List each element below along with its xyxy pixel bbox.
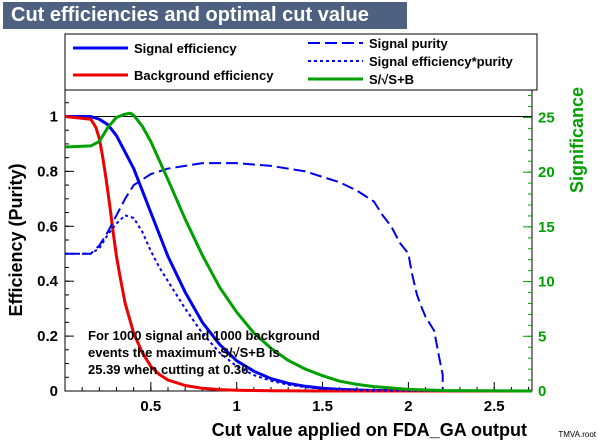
annotation-line-2: 25.39 when cutting at 0.36 (88, 362, 248, 377)
y-right-tick-label: 10 (538, 274, 555, 291)
footer-label: TMVA.root (558, 430, 596, 439)
series-line-1 (64, 115, 532, 393)
x-tick-label: 1 (233, 398, 241, 415)
x-tick-label: 2 (404, 398, 412, 415)
x-tick-label: 2.5 (484, 398, 505, 415)
series-line-4 (64, 111, 533, 393)
y-right-tick-label: 5 (538, 328, 546, 345)
annotation-line-0: For 1000 signal and 1000 background (88, 328, 320, 343)
annotation-line-1: events the maximum S/√S+B is (88, 345, 280, 360)
legend-label-1: Background efficiency (134, 68, 274, 83)
series-line-3 (65, 214, 532, 392)
x-axis-title: Cut value applied on FDA_GA output (212, 420, 527, 440)
y-axis-title: Efficiency (Purity) (6, 163, 26, 316)
annotation: For 1000 signal and 1000 background event… (88, 328, 320, 377)
legend-label-2: Signal purity (369, 36, 449, 51)
y-tick-label: 0.2 (37, 328, 58, 345)
legend-label-3: Signal efficiency*purity (369, 54, 514, 69)
chart-title: Cut efficiencies and optimal cut value (3, 2, 407, 29)
legend-label-0: Signal efficiency (134, 41, 237, 56)
y-right-tick-label: 20 (538, 164, 555, 181)
y-tick-label: 0 (50, 383, 58, 400)
y-right-tick-label: 25 (538, 109, 555, 126)
x-tick-label: 0.5 (140, 398, 161, 415)
y-right-tick-label: 15 (538, 219, 555, 236)
legend-label-4: S/√S+B (369, 72, 414, 87)
y-tick-label: 0.8 (37, 163, 58, 180)
legend: Signal efficiency Background efficiency Si… (64, 33, 538, 91)
x-tick-label: 1.5 (312, 398, 333, 415)
y-tick-label: 0.4 (37, 273, 59, 290)
series-line-2 (65, 162, 444, 391)
y-right-tick-label: 0 (538, 383, 546, 400)
y-tick-label: 0.6 (37, 218, 58, 235)
legend-box (64, 33, 538, 91)
y-right-axis-title: Significance (567, 87, 587, 193)
y-tick-label: 1 (50, 108, 58, 125)
